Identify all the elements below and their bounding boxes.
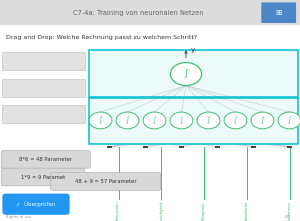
Circle shape <box>224 112 247 129</box>
Text: ∫: ∫ <box>126 117 129 124</box>
Text: Drag and Drop: Welche Rechnung passt zu welchem Schritt?: Drag and Drop: Welche Rechnung passt zu … <box>6 35 197 40</box>
FancyBboxPatch shape <box>261 2 296 23</box>
Text: y: y <box>190 47 195 53</box>
FancyBboxPatch shape <box>143 146 148 148</box>
Text: 6/7: 6/7 <box>285 215 291 219</box>
Circle shape <box>278 112 300 129</box>
Text: 8*6 = 48 Parameter: 8*6 = 48 Parameter <box>19 157 72 162</box>
Circle shape <box>116 112 139 129</box>
FancyBboxPatch shape <box>107 146 112 148</box>
Text: ∫: ∫ <box>153 117 156 124</box>
Text: Feuchtigkeit: Feuchtigkeit <box>159 201 163 221</box>
Text: ∫: ∫ <box>261 117 264 124</box>
FancyBboxPatch shape <box>0 0 300 25</box>
Text: ✓  Überprüfen: ✓ Überprüfen <box>16 201 56 207</box>
Text: ∫: ∫ <box>207 117 210 124</box>
Text: ∫: ∫ <box>184 70 188 78</box>
Text: 48 + 9 = 57 Parameter: 48 + 9 = 57 Parameter <box>75 179 136 184</box>
FancyBboxPatch shape <box>179 146 184 148</box>
Text: Wohnfläche: Wohnfläche <box>245 201 249 221</box>
FancyBboxPatch shape <box>287 146 292 148</box>
Text: ∫: ∫ <box>288 117 291 124</box>
Circle shape <box>170 112 193 129</box>
Circle shape <box>170 63 202 86</box>
Circle shape <box>89 112 112 129</box>
Text: ∫: ∫ <box>234 117 237 124</box>
FancyBboxPatch shape <box>1 151 90 168</box>
Circle shape <box>143 112 166 129</box>
Text: Kernpunkt: Kernpunkt <box>202 201 206 220</box>
FancyBboxPatch shape <box>2 79 85 97</box>
Text: 1*9 = 9 Paramet: 1*9 = 9 Paramet <box>21 175 65 179</box>
FancyBboxPatch shape <box>89 98 298 144</box>
FancyBboxPatch shape <box>2 52 85 70</box>
FancyBboxPatch shape <box>215 146 220 148</box>
FancyBboxPatch shape <box>0 25 300 221</box>
Text: Rights of use: Rights of use <box>6 215 31 219</box>
FancyBboxPatch shape <box>89 50 298 97</box>
Text: C7-4a: Training von neuronalen Netzen: C7-4a: Training von neuronalen Netzen <box>73 10 203 16</box>
Text: ∫: ∫ <box>180 117 183 124</box>
Circle shape <box>197 112 220 129</box>
FancyBboxPatch shape <box>2 194 70 215</box>
FancyBboxPatch shape <box>1 168 84 186</box>
Text: Schlafzimmer: Schlafzimmer <box>287 201 292 221</box>
Text: Temperatur: Temperatur <box>116 201 121 221</box>
FancyBboxPatch shape <box>251 146 256 148</box>
Text: ⊞: ⊞ <box>275 8 282 17</box>
Circle shape <box>251 112 274 129</box>
Text: ∫: ∫ <box>99 117 102 124</box>
FancyBboxPatch shape <box>51 173 161 190</box>
FancyBboxPatch shape <box>2 105 85 123</box>
